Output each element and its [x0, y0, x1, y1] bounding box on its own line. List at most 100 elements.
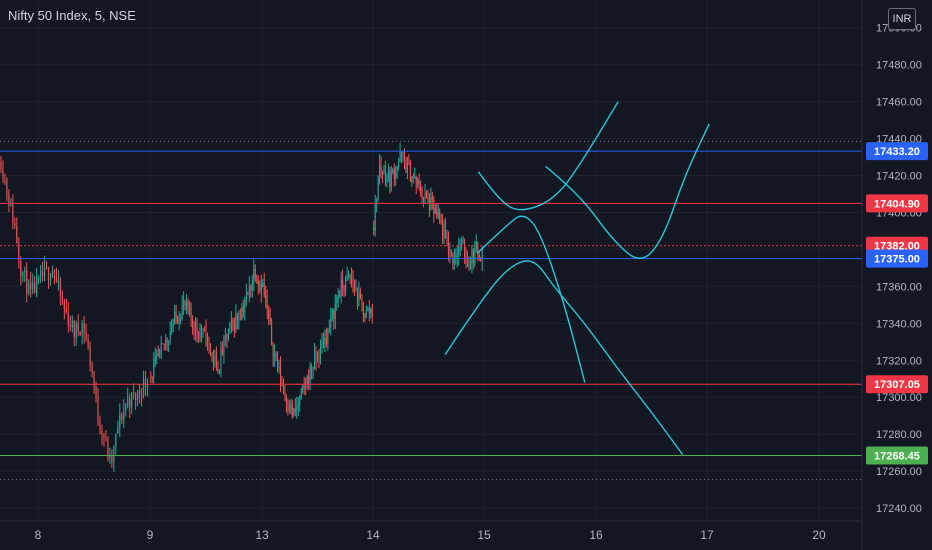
candle-body — [411, 176, 413, 182]
candle-body — [160, 343, 162, 349]
candle-body — [190, 307, 192, 320]
candle-body — [153, 363, 155, 378]
candle-body — [251, 280, 253, 291]
y-tick-label: 17420.00 — [876, 171, 922, 183]
candle-body — [355, 290, 357, 292]
candle-body — [18, 243, 20, 261]
candle-body — [193, 326, 195, 333]
candle-body — [299, 396, 301, 405]
candle-body — [103, 434, 105, 438]
candle-body — [256, 278, 258, 281]
candle-body — [238, 319, 240, 321]
candle-body — [224, 336, 226, 338]
candle-body — [285, 396, 287, 404]
candle-body — [330, 314, 332, 328]
candle-body — [303, 385, 305, 387]
currency-badge[interactable]: INR — [888, 8, 916, 30]
candle-body — [349, 274, 351, 278]
candle-body — [250, 286, 252, 291]
candle-body — [127, 398, 129, 405]
candle-body — [386, 176, 388, 183]
freehand-drawing[interactable] — [444, 260, 684, 455]
candle-body — [305, 386, 307, 388]
candle-body — [233, 322, 235, 331]
candle-body — [117, 427, 119, 434]
candle-body — [287, 403, 289, 410]
price-tag — [866, 375, 928, 394]
candle-body — [462, 241, 464, 243]
candle-body — [34, 282, 36, 294]
candle-body — [123, 410, 125, 420]
candle-body — [235, 315, 237, 331]
candle-body — [144, 379, 147, 388]
price-lines[interactable] — [0, 150, 862, 457]
candle-body — [53, 270, 56, 278]
candle-body — [204, 328, 206, 330]
candle-body — [447, 241, 449, 254]
candle-body — [272, 342, 274, 357]
candle-body — [277, 359, 279, 369]
time-axis[interactable]: 8 9 13 14 15 16 17 20 — [35, 528, 826, 542]
candle-body — [79, 331, 81, 336]
freehand-drawing[interactable] — [545, 123, 710, 259]
candle-body — [449, 253, 451, 255]
candle-body — [423, 197, 425, 199]
candle-body — [135, 393, 137, 400]
candle-body — [241, 307, 243, 320]
candle-body — [137, 391, 139, 400]
drawings[interactable] — [444, 101, 710, 455]
candle-body — [121, 414, 123, 420]
candle-body — [389, 170, 391, 188]
candle-body — [371, 308, 373, 315]
candle-body — [393, 169, 395, 179]
candle-body — [278, 364, 280, 369]
candle-body — [32, 282, 34, 290]
candle-body — [30, 282, 32, 290]
x-tick-label: 15 — [477, 528, 491, 542]
candle-body — [358, 291, 360, 304]
candle-body — [242, 307, 244, 312]
candle-body — [424, 192, 426, 198]
candle-body — [351, 277, 353, 280]
candle-body — [399, 152, 401, 162]
candle-body — [45, 266, 48, 268]
candle-body — [271, 321, 273, 343]
price-axis[interactable]: 17500.0017480.0017460.0017440.0017420.00… — [876, 23, 922, 515]
x-tick-label: 13 — [255, 528, 269, 542]
candle-body — [229, 322, 231, 330]
candles — [0, 143, 483, 472]
candle-body — [281, 381, 283, 384]
candle-body — [322, 342, 324, 348]
candle-body — [247, 294, 249, 296]
candle-body — [471, 250, 473, 265]
symbol-title[interactable]: Nifty 50 Index, 5, NSE — [8, 8, 136, 23]
candle-body — [346, 276, 348, 278]
candle-body — [334, 303, 336, 319]
candle-body — [296, 406, 298, 411]
candle-body — [356, 290, 358, 304]
candle-body — [133, 392, 135, 394]
candle-body — [171, 329, 173, 332]
candle-body — [420, 184, 422, 195]
candle-body — [308, 376, 310, 384]
candle-body — [220, 348, 222, 370]
candle-body — [274, 352, 276, 357]
candle-body — [446, 230, 448, 242]
freehand-drawing[interactable] — [476, 215, 586, 383]
candle-body — [387, 170, 389, 177]
candle-body — [244, 303, 246, 312]
candle-body — [348, 274, 350, 277]
candle-body — [175, 311, 177, 317]
freehand-drawing[interactable] — [477, 101, 619, 211]
candle-body — [377, 176, 379, 201]
candle-body — [474, 248, 476, 263]
candle-body — [183, 300, 185, 306]
candle-body — [26, 270, 28, 294]
candle-body — [288, 409, 290, 412]
candle-body — [302, 385, 304, 390]
candle-body — [269, 317, 271, 322]
y-tick-label: 17340.00 — [876, 318, 922, 330]
candle-body — [293, 408, 295, 416]
